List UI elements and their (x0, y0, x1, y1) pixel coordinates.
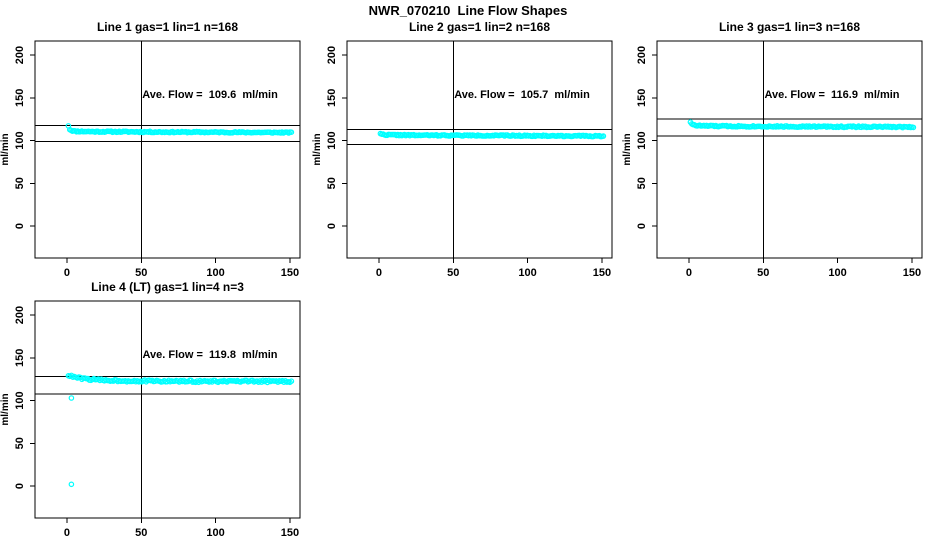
plot-box (346, 40, 613, 259)
panel-title-line4: Line 4 (LT) gas=1 lin=4 n=3 (91, 280, 244, 294)
x-tick-label: 100 (206, 527, 224, 539)
panel-plot-1: 0 50 100 150 0 50 100 150 200 ml/min (0, 40, 301, 279)
x-tick-label: 0 (64, 267, 70, 279)
flow-points-series (687, 119, 917, 131)
y-tick-label: 0 (14, 483, 26, 489)
y-tick-label: 100 (636, 131, 648, 149)
y-tick-label: 200 (14, 306, 26, 324)
x-tick-label: 0 (686, 267, 692, 279)
y-axis-title: ml/min (622, 133, 633, 165)
y-tick-label: 100 (14, 131, 26, 149)
data-point (910, 124, 917, 131)
panel-title-line1: Line 1 gas=1 lin=1 n=168 (96, 20, 239, 34)
panel-title-line3: Line 3 gas=1 lin=3 n=168 (718, 20, 861, 34)
x-tick-label: 100 (206, 267, 224, 279)
x-tick-label: 150 (281, 527, 299, 539)
x-tick-label: 0 (64, 527, 70, 539)
data-point (288, 129, 295, 136)
x-tick-label: 150 (281, 267, 299, 279)
panel-plot-2: 0 50 100 150 0 50 100 150 200 ml/min (312, 40, 613, 279)
y-tick-label: 0 (326, 223, 338, 229)
y-tick-label: 0 (14, 223, 26, 229)
panel-plot-4: 0 50 100 150 0 50 100 150 200 ml/min (0, 300, 301, 539)
x-tick-label: 150 (903, 267, 921, 279)
y-axis-title: ml/min (0, 393, 11, 425)
y-tick-label: 100 (326, 131, 338, 149)
page-title: NWR_070210 Line Flow Shapes (368, 3, 568, 18)
y-tick-label: 50 (326, 177, 338, 189)
y-tick-label: 150 (14, 89, 26, 107)
x-tick-label: 0 (376, 267, 382, 279)
x-tick-label: 50 (135, 267, 147, 279)
x-tick-label: 50 (447, 267, 459, 279)
flow-points-series (377, 130, 607, 140)
y-tick-label: 200 (326, 46, 338, 64)
flow-points-series (65, 123, 295, 136)
ave-flow-annotation-line2: Ave. Flow = 105.7 ml/min (454, 89, 590, 101)
x-tick-label: 50 (135, 527, 147, 539)
panel-plot-3: 0 50 100 150 0 50 100 150 200 ml/min (622, 40, 923, 279)
x-tick-label: 100 (518, 267, 536, 279)
ave-flow-annotation-line1: Ave. Flow = 109.6 ml/min (142, 89, 278, 101)
x-tick-label: 50 (757, 267, 769, 279)
data-point (288, 378, 295, 385)
y-axis-title: ml/min (0, 133, 11, 165)
x-tick-label: 100 (828, 267, 846, 279)
y-tick-label: 150 (326, 89, 338, 107)
y-axis-title: ml/min (312, 133, 323, 165)
data-point (68, 481, 75, 488)
y-tick-label: 200 (636, 46, 648, 64)
y-tick-label: 50 (636, 177, 648, 189)
data-point (68, 395, 75, 401)
ave-flow-annotation-line3: Ave. Flow = 116.9 ml/min (764, 89, 900, 101)
y-tick-label: 50 (14, 437, 26, 449)
plot-box (34, 40, 301, 259)
plot-box (34, 300, 301, 519)
y-tick-label: 150 (636, 89, 648, 107)
y-tick-label: 0 (636, 223, 648, 229)
y-tick-label: 200 (14, 46, 26, 64)
y-tick-label: 150 (14, 349, 26, 367)
panel-title-line2: Line 2 gas=1 lin=2 n=168 (408, 20, 551, 34)
data-point (600, 133, 607, 139)
plot-box (656, 40, 923, 259)
x-tick-label: 150 (593, 267, 611, 279)
y-tick-label: 100 (14, 391, 26, 409)
flow-points-series (65, 372, 295, 488)
ave-flow-annotation-line4: Ave. Flow = 119.8 ml/min (142, 349, 278, 361)
y-tick-label: 50 (14, 177, 26, 189)
